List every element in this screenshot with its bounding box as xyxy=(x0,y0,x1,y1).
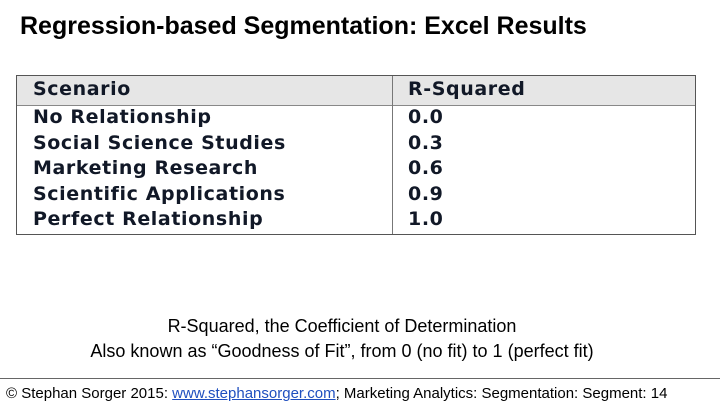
table-cell: No Relationship xyxy=(33,106,212,128)
footer: © Stephan Sorger 2015: www.stephansorger… xyxy=(6,385,667,402)
table-cell: Marketing Research xyxy=(33,157,258,179)
column-header: Scenario xyxy=(33,78,131,100)
caption-line: Also known as “Goodness of Fit”, from 0 … xyxy=(90,341,594,361)
table-cell: 0.0 xyxy=(408,106,444,128)
table-header xyxy=(17,76,695,106)
table-cell: 0.3 xyxy=(408,131,444,154)
table-cell: 0.9 xyxy=(408,182,444,205)
table-cell: Perfect Relationship xyxy=(33,208,264,230)
footer-text: © Stephan Sorger 2015: xyxy=(6,385,173,402)
slide-title: Regression-based Segmentation: Excel Res… xyxy=(20,12,587,40)
table-cell: 1.0 xyxy=(408,208,444,230)
column-divider xyxy=(392,76,393,234)
results-table: Scenario R-Squared No Relationship 0.0 Socia… xyxy=(16,75,696,235)
column-header: R-Squared xyxy=(408,78,526,100)
caption-line: R-Squared, the Coefficient of Determinat… xyxy=(167,316,517,336)
table-cell: 0.6 xyxy=(408,157,444,179)
table-cell: Social Science Studies xyxy=(33,131,286,154)
table-cell: Scientific Applications xyxy=(33,182,286,205)
footer-text: ; Marketing Analytics: Segmentation: Seg… xyxy=(335,385,668,402)
footer-rule xyxy=(0,378,720,379)
footer-link[interactable]: www.stephansorger.com xyxy=(172,385,336,402)
